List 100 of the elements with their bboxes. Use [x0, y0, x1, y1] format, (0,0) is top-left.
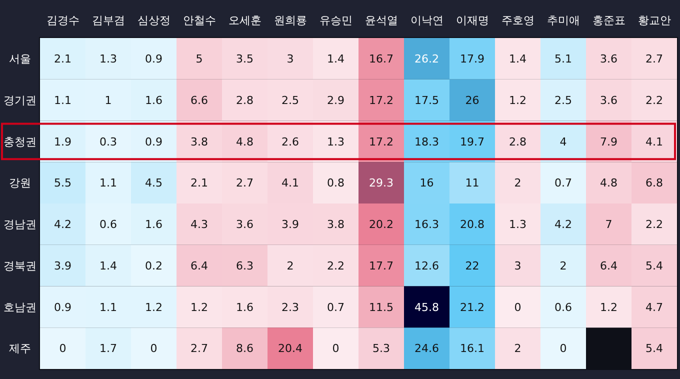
x-tick-label: 이낙연 — [410, 14, 444, 27]
y-tick-label: 경북권 — [4, 259, 36, 272]
data-label: 0 — [332, 342, 340, 356]
data-label: 3.8 — [327, 218, 344, 232]
data-label: 26.2 — [414, 52, 439, 66]
data-label: 2 — [514, 176, 522, 190]
x-tick-label: 김부겸 — [92, 14, 125, 27]
data-label: 1.3 — [100, 52, 117, 66]
data-label: 2.9 — [327, 94, 344, 107]
data-label: 2.3 — [282, 300, 299, 314]
data-label: 20.4 — [278, 342, 302, 356]
data-label: 3.6 — [236, 218, 254, 232]
x-tick-label: 오세훈 — [228, 14, 262, 27]
data-label: 2.8 — [236, 94, 254, 107]
data-label: 2.2 — [646, 94, 663, 107]
x-tick-label: 홍준표 — [592, 14, 626, 27]
data-label: 6.3 — [236, 259, 254, 272]
y-tick-label: 강원 — [9, 176, 31, 190]
data-label: 4.8 — [600, 176, 618, 190]
data-label: 7 — [605, 218, 612, 232]
data-label: 18.3 — [414, 135, 439, 148]
data-label: 5.5 — [54, 176, 72, 190]
data-label: 0.2 — [145, 259, 162, 272]
data-label: 11.5 — [369, 300, 394, 314]
data-label: 0 — [514, 300, 522, 314]
x-tick-label: 심상정 — [137, 14, 170, 27]
data-label: 4.1 — [646, 135, 663, 148]
data-label: 2.1 — [190, 176, 208, 190]
data-label: 17.9 — [460, 52, 484, 66]
data-label: 1.6 — [236, 300, 254, 314]
data-label: 45.8 — [414, 300, 439, 314]
data-label: 8.6 — [236, 342, 254, 356]
data-label: 4.7 — [646, 300, 663, 314]
data-label: 2.8 — [509, 135, 526, 148]
data-label: 6.4 — [190, 259, 208, 272]
data-label: 0.7 — [327, 300, 344, 314]
y-tick-label: 경남권 — [4, 218, 36, 232]
data-label: 2.1 — [54, 52, 72, 66]
data-label: 4.2 — [54, 218, 72, 232]
data-label: 5.3 — [372, 342, 390, 356]
data-label: 29.3 — [369, 176, 394, 190]
data-label: 12.6 — [414, 259, 439, 272]
data-label: 1.3 — [327, 135, 344, 148]
data-label: 4.3 — [190, 218, 208, 232]
data-label: 2.5 — [282, 94, 299, 107]
data-label: 16.3 — [414, 218, 439, 232]
data-label: 3.5 — [236, 52, 254, 66]
data-label: 1.4 — [509, 52, 526, 66]
data-label: 6.6 — [190, 94, 208, 107]
data-label: 20.2 — [369, 218, 394, 232]
data-label: 2.6 — [282, 135, 299, 148]
data-label: 2.7 — [646, 52, 663, 66]
data-label: 3.6 — [600, 52, 618, 66]
x-tick-label: 추미애 — [546, 14, 580, 27]
data-label: 1.1 — [54, 94, 72, 107]
data-label: 3.8 — [190, 135, 208, 148]
y-tick-label: 제주 — [9, 342, 31, 356]
x-tick-label: 이재명 — [456, 14, 489, 27]
data-label: 0.6 — [100, 218, 117, 232]
x-tick-label: 김경수 — [46, 14, 80, 27]
data-label: 26 — [465, 94, 480, 107]
data-label: 3.6 — [600, 94, 618, 107]
data-label: 17.7 — [369, 259, 394, 272]
y-tick-label: 충청권 — [4, 135, 36, 148]
x-tick-label: 안철수 — [182, 14, 216, 27]
data-label: 2.5 — [554, 94, 572, 107]
data-label: 2.2 — [646, 218, 663, 232]
y-tick-label: 서울 — [9, 52, 31, 66]
data-label: 1.2 — [145, 300, 162, 314]
data-label: 2 — [560, 259, 567, 272]
data-label: 1.4 — [100, 259, 117, 272]
x-tick-label: 원희룡 — [274, 14, 307, 27]
data-label: 1.1 — [100, 176, 117, 190]
data-label: 17.2 — [369, 94, 394, 107]
data-label: 17.5 — [414, 94, 439, 107]
data-label: 0.6 — [554, 300, 572, 314]
data-label: 1.4 — [327, 52, 344, 66]
data-label: 1.9 — [54, 135, 72, 148]
data-label: 4.8 — [236, 135, 254, 148]
data-label: 0 — [59, 342, 66, 356]
data-label: 3.9 — [282, 218, 299, 232]
data-label: 4.5 — [145, 176, 162, 190]
data-label: 16.1 — [460, 342, 484, 356]
data-label: 19.7 — [460, 135, 484, 148]
data-label: 5 — [196, 52, 203, 66]
data-label: 6.4 — [600, 259, 618, 272]
data-label: 1.6 — [145, 94, 162, 107]
x-tick-label: 윤석열 — [364, 14, 398, 27]
data-label: 1.2 — [600, 300, 618, 314]
data-label: 1.2 — [509, 94, 526, 107]
data-label: 1.6 — [145, 218, 162, 232]
data-label: 2 — [286, 259, 294, 272]
data-label: 2.2 — [327, 259, 344, 272]
data-label: 0.8 — [327, 176, 344, 190]
data-label: 5.4 — [646, 342, 663, 356]
data-label: 20.8 — [460, 218, 484, 232]
data-label: 11 — [465, 176, 480, 190]
data-label: 1.1 — [100, 300, 117, 314]
data-label: 3.9 — [54, 259, 72, 272]
data-label: 0 — [560, 342, 567, 356]
